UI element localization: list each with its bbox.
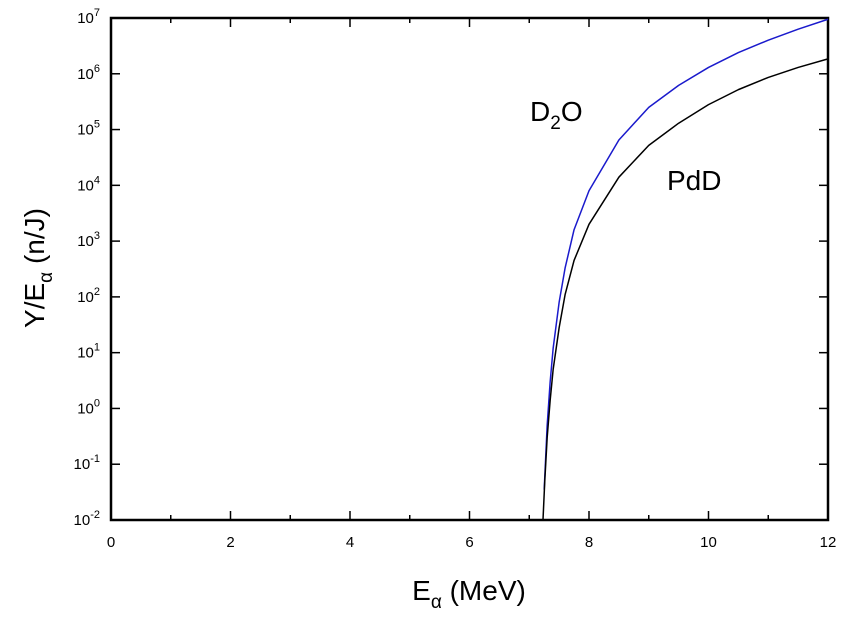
x-axis-title: Eα (MeV) <box>412 575 526 613</box>
y-tick-label: 101 <box>77 342 100 362</box>
x-tick-label: 6 <box>465 534 473 551</box>
series-line-pdd <box>542 58 829 521</box>
y-tick-label: 102 <box>77 286 100 306</box>
y-tick-label: 10-2 <box>74 509 100 529</box>
y-tick-label: 104 <box>77 174 100 194</box>
x-tick-label: 2 <box>226 534 234 551</box>
y-tick-label: 107 <box>77 7 100 27</box>
plot-frame <box>109 16 830 522</box>
tick-labels: 0 2 4 6 8 10 12 10-2 10-1 100 101 102 103 104 105 106 10… <box>74 7 837 551</box>
y-tick-label: 10-1 <box>74 453 100 473</box>
series-line-d2o <box>543 18 829 490</box>
series-lines <box>542 18 829 521</box>
y-tick-label: 106 <box>77 63 100 83</box>
x-tick-label: 12 <box>820 534 837 551</box>
y-tick-label: 100 <box>77 397 100 417</box>
x-tick-label: 4 <box>346 534 354 551</box>
x-tick-label: 8 <box>585 534 593 551</box>
y-axis-title: Y/Eα (n/J) <box>19 208 57 328</box>
annotation-pdd: PdD <box>667 165 721 196</box>
y-tick-label: 105 <box>77 119 100 139</box>
y-tick-label: 103 <box>77 230 100 250</box>
x-tick-label: 0 <box>107 534 115 551</box>
annotation-d2o: D2O <box>530 96 583 134</box>
x-tick-label: 10 <box>700 534 717 551</box>
ticks <box>111 18 828 520</box>
